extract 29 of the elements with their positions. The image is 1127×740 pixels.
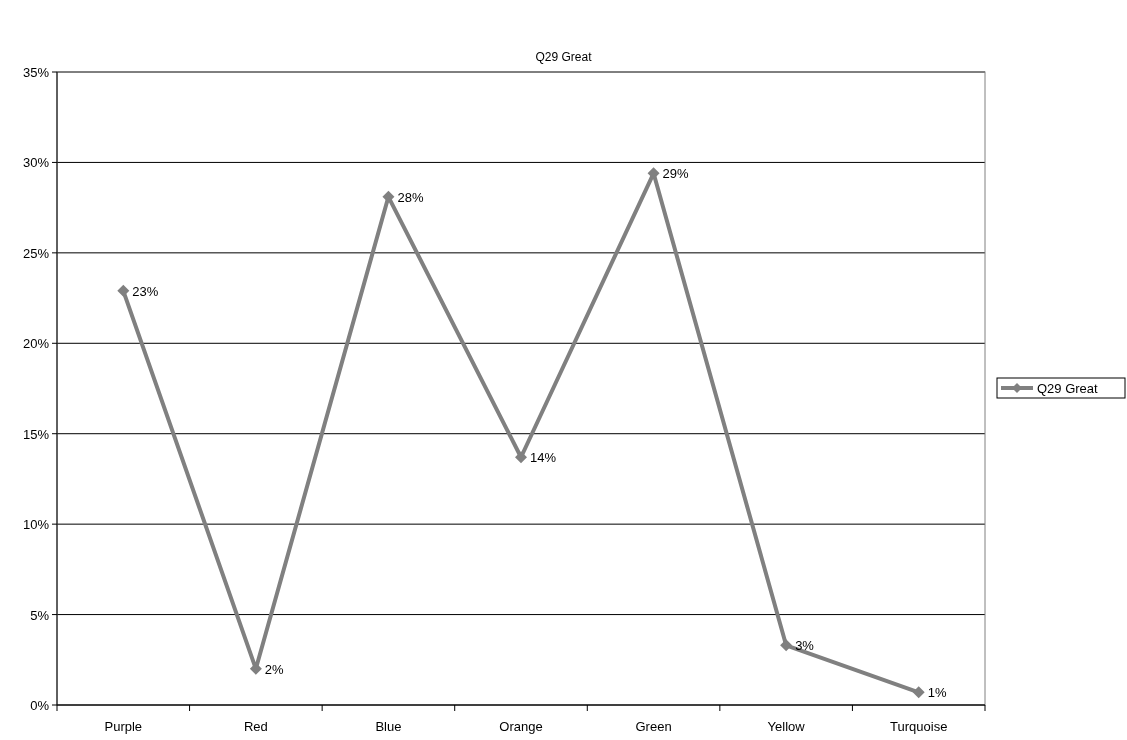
point <box>382 190 395 203</box>
y-tick-label: 10% <box>22 517 50 533</box>
y-tick-label: 15% <box>22 426 50 442</box>
x-tick-label: Yellow <box>767 719 806 734</box>
x-tick-label: Turquoise <box>890 719 948 734</box>
y-tick-label: 30% <box>22 155 50 171</box>
data-label: 28% <box>397 189 424 205</box>
x-tick-label: Orange <box>499 719 543 734</box>
x-tick-label: Blue <box>375 719 402 734</box>
legend-label: Q29 Great <box>1037 381 1099 396</box>
data-label: 29% <box>662 166 690 182</box>
y-tick-label: 20% <box>22 336 50 352</box>
y-tick-label: 5% <box>30 607 50 623</box>
data-label: 2% <box>264 661 285 677</box>
point <box>912 686 925 699</box>
y-tick-label: 25% <box>22 245 50 261</box>
y-tick-label: 0% <box>30 698 50 713</box>
point <box>515 451 527 464</box>
chart-title: Q29 Great <box>535 50 593 64</box>
y-tick-label: 35% <box>22 65 50 80</box>
x-tick-label: Green <box>635 719 672 734</box>
point <box>780 639 793 652</box>
data-label: 23% <box>132 283 159 299</box>
x-tick-label: Purple <box>104 719 143 734</box>
point <box>117 284 130 297</box>
x-tick-label: Red <box>243 719 268 734</box>
data-label: 1% <box>927 685 947 701</box>
data-label: 14% <box>530 450 557 466</box>
data-label: 3% <box>795 638 815 654</box>
